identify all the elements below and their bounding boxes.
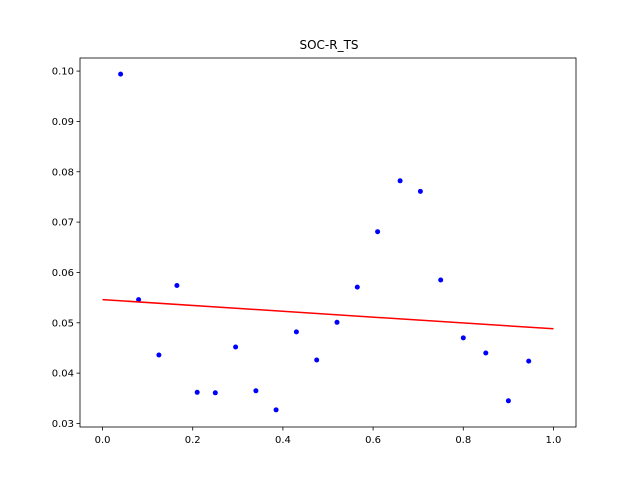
- scatter-point: [314, 357, 320, 363]
- scatter-point: [253, 388, 259, 394]
- y-axis: 0.03 0.04 0.05 0.06 0.07 0.08 0.09 0.10: [52, 67, 80, 430]
- x-axis: 0.0 0.2 0.4 0.6 0.8 1.0: [95, 427, 562, 446]
- x-tick-label: 0.2: [185, 435, 201, 446]
- scatter-point: [194, 389, 200, 395]
- y-tick-label: 0.08: [52, 167, 74, 178]
- x-tick-label: 0.8: [455, 435, 471, 446]
- plot-area: [102, 71, 554, 413]
- scatter-point: [375, 229, 381, 235]
- y-tick-label: 0.10: [52, 67, 74, 78]
- x-tick-label: 0.0: [95, 435, 111, 446]
- y-tick-label: 0.03: [52, 419, 74, 430]
- scatter-point: [136, 297, 142, 303]
- scatter-point: [354, 284, 360, 290]
- scatter-point: [460, 335, 466, 341]
- scatter-point: [293, 329, 299, 335]
- y-tick-label: 0.05: [52, 318, 74, 329]
- chart-title: SOC-R_TS: [299, 38, 358, 52]
- scatter-point: [118, 71, 124, 77]
- scatter-point: [233, 344, 239, 350]
- scatter-point: [212, 390, 218, 396]
- scatter-point: [397, 178, 403, 184]
- y-tick-label: 0.04: [52, 369, 74, 380]
- x-tick-label: 1.0: [546, 435, 562, 446]
- scatter-point: [483, 350, 489, 356]
- scatter-point: [417, 188, 423, 194]
- scatter-point: [156, 352, 162, 358]
- scatter-point: [334, 319, 340, 325]
- x-tick-label: 0.4: [275, 435, 291, 446]
- scatter-point: [438, 277, 444, 283]
- y-tick-label: 0.06: [52, 268, 74, 279]
- scatter-point: [273, 407, 279, 413]
- trend-line: [102, 298, 554, 330]
- y-tick-label: 0.07: [52, 218, 74, 229]
- axes-frame: [79, 57, 577, 428]
- scatter-point: [526, 358, 532, 364]
- x-tick-label: 0.6: [365, 435, 381, 446]
- scatter-point: [505, 398, 511, 404]
- scatter-point: [174, 283, 180, 288]
- y-tick-label: 0.09: [52, 117, 74, 128]
